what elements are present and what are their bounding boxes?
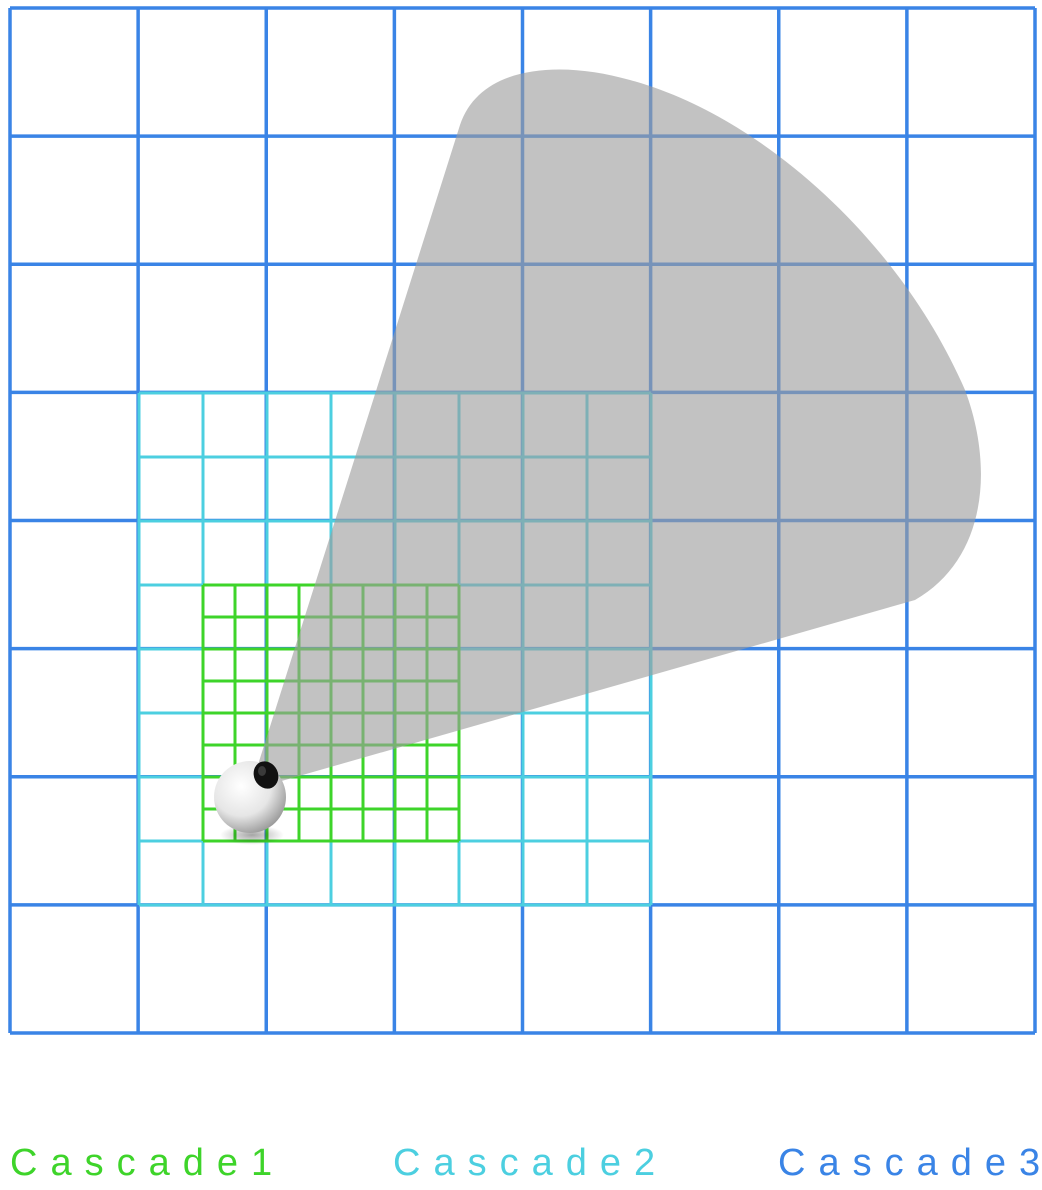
legend-cascade1: Cascade1 bbox=[10, 1142, 286, 1184]
cascade-diagram bbox=[8, 6, 1037, 1035]
legend-cascade2: Cascade2 bbox=[393, 1142, 669, 1184]
eye-icon bbox=[214, 761, 286, 845]
view-frustum bbox=[250, 69, 981, 790]
legend-cascade3: Cascade3 bbox=[778, 1142, 1042, 1184]
